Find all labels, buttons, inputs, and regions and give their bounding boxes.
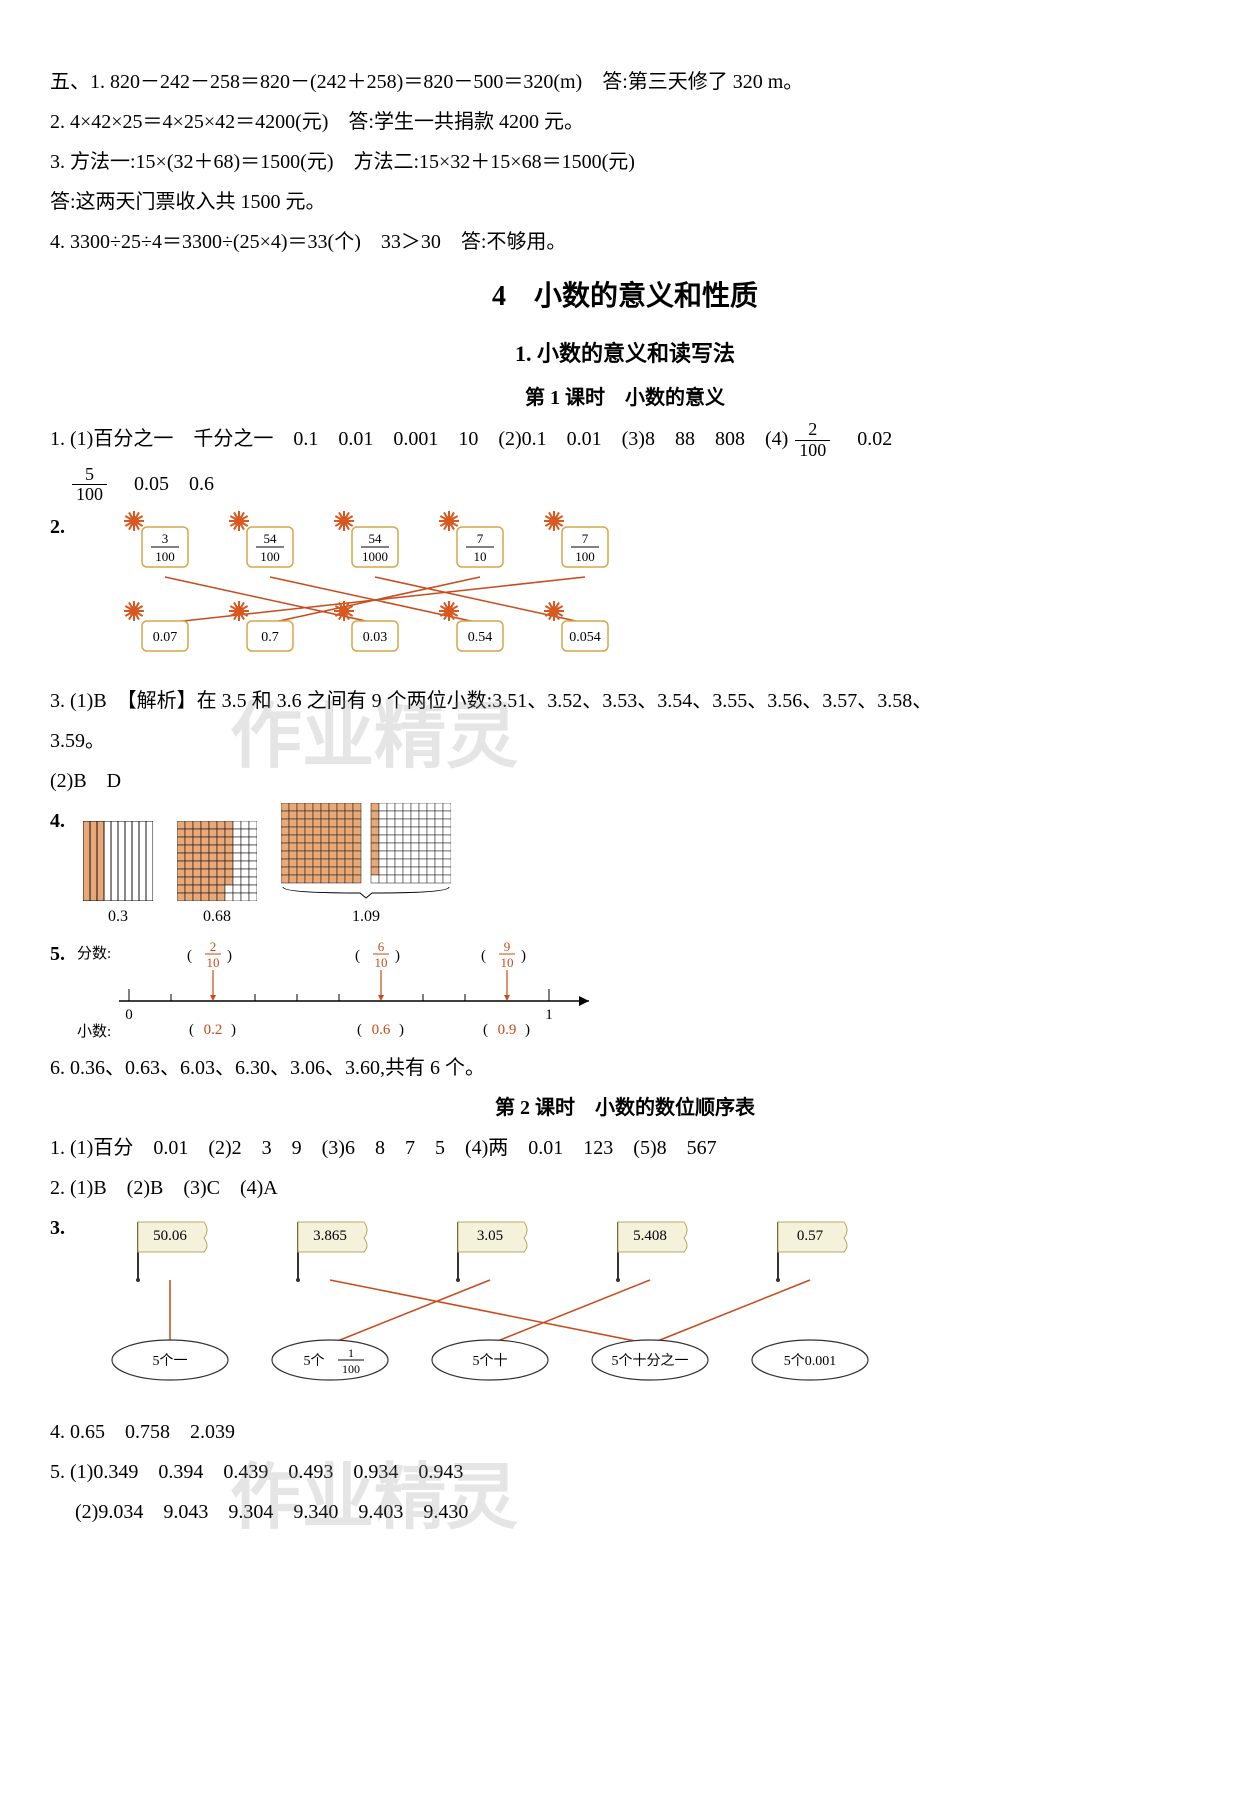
svg-text:0.54: 0.54 <box>468 630 493 645</box>
svg-text:5个: 5个 <box>304 1353 325 1369</box>
svg-text:): ) <box>395 948 400 964</box>
svg-text:1: 1 <box>348 1346 354 1360</box>
q2: 2. 3 100 54 100 54 1000 7 10 7 100 0.07 0.7 0.03 0.54… <box>50 509 1200 679</box>
svg-text:10: 10 <box>375 955 388 970</box>
svg-text:0.03: 0.03 <box>363 630 388 645</box>
heading-main: 4 小数的意义和性质 <box>50 272 1200 322</box>
sec5-line3: 3. 方法一:15×(32＋68)＝1500(元) 方法二:15×32＋15×6… <box>50 144 1200 180</box>
svg-text:(: ( <box>187 948 192 964</box>
l2q2: 2. (1)B (2)B (3)C (4)A <box>50 1170 1200 1206</box>
svg-text:5个十: 5个十 <box>473 1353 508 1369</box>
q1-line2: 5100 0.05 0.6 <box>50 465 1200 506</box>
svg-text:(: ( <box>481 948 486 964</box>
svg-text:10: 10 <box>474 549 487 564</box>
svg-text:): ) <box>227 948 232 964</box>
svg-text:0.6: 0.6 <box>372 1022 391 1038</box>
svg-text:): ) <box>231 1022 236 1038</box>
svg-text:(: ( <box>189 1022 194 1038</box>
sec5-line1: 五、1. 820－242－258＝820－(242＋258)＝820－500＝3… <box>50 64 1200 100</box>
svg-text:0.07: 0.07 <box>153 630 178 645</box>
svg-text:100: 100 <box>342 1362 360 1376</box>
svg-text:): ) <box>525 1022 530 1038</box>
svg-text:0.57: 0.57 <box>797 1228 824 1244</box>
heading-sub1: 1. 小数的意义和读写法 <box>50 334 1200 374</box>
q2-diagram: 3 100 54 100 54 1000 7 10 7 100 0.07 0.7 0.03 0.54 0.0… <box>70 509 690 679</box>
l2q3-label: 3. <box>50 1217 65 1239</box>
heading-lesson1: 第 1 课时 小数的意义 <box>50 380 1200 416</box>
svg-text:54: 54 <box>369 531 383 546</box>
l2q3-diagram: 50.06 3.865 3.05 5.408 0.57 5个一 5个 1 100 5个十 5个十分之… <box>70 1210 930 1410</box>
svg-text:3.865: 3.865 <box>313 1228 347 1244</box>
svg-text:10: 10 <box>501 955 514 970</box>
svg-text:): ) <box>399 1022 404 1038</box>
svg-text:5个0.001: 5个0.001 <box>784 1353 837 1369</box>
svg-text:9: 9 <box>504 939 511 954</box>
l2q5b: (2)9.034 9.043 9.304 9.340 9.403 9.430 <box>50 1494 1200 1530</box>
svg-text:3.05: 3.05 <box>477 1228 503 1244</box>
svg-text:分数:: 分数: <box>77 945 111 962</box>
svg-text:0.7: 0.7 <box>261 630 279 645</box>
q5-numberline: 分数:小数:01(210)(0.2)(610)(0.6)(910)(0.9) <box>69 936 629 1046</box>
q6: 6. 0.36、0.63、6.03、6.30、3.06、3.60,共有 6 个。 <box>50 1050 1200 1086</box>
q3-line2: 3.59。 <box>50 723 1200 759</box>
svg-text:100: 100 <box>155 549 175 564</box>
heading-lesson2: 第 2 课时 小数的数位顺序表 <box>50 1090 1200 1126</box>
svg-text:1000: 1000 <box>362 549 388 564</box>
q1-suffix: 0.05 0.6 <box>114 472 214 494</box>
q1-frac1: 2100 <box>795 420 830 461</box>
q3-line1: 3. (1)B 【解析】在 3.5 和 3.6 之间有 9 个两位小数:3.51… <box>50 683 1200 719</box>
svg-text:(: ( <box>355 948 360 964</box>
svg-text:5个十分之一: 5个十分之一 <box>612 1353 689 1369</box>
svg-text:100: 100 <box>260 549 280 564</box>
q4-grids: 0.30.681.09 <box>83 803 451 932</box>
sec5-line4: 答:这两天门票收入共 1500 元。 <box>50 184 1200 220</box>
q4: 4. 0.30.681.09 <box>50 803 1200 932</box>
svg-text:): ) <box>521 948 526 964</box>
svg-text:54: 54 <box>264 531 278 546</box>
svg-text:0: 0 <box>125 1007 133 1023</box>
q1-prefix: 1. (1)百分之一 千分之一 0.1 0.01 0.001 10 (2)0.1… <box>50 428 788 450</box>
l2q1: 1. (1)百分 0.01 (2)2 3 9 (3)6 8 7 5 (4)两 0… <box>50 1130 1200 1166</box>
svg-text:小数:: 小数: <box>77 1023 111 1040</box>
q5-label: 5. <box>50 936 65 972</box>
svg-text:10: 10 <box>207 955 220 970</box>
svg-text:0.2: 0.2 <box>204 1022 223 1038</box>
svg-text:100: 100 <box>575 549 595 564</box>
svg-text:0.9: 0.9 <box>498 1022 517 1038</box>
l2q3: 3. 50.06 3.865 3.05 5.408 0.57 5个一 5个 1 100 5个十 5个… <box>50 1210 1200 1410</box>
l2q5a: 5. (1)0.349 0.394 0.439 0.493 0.934 0.94… <box>50 1454 1200 1490</box>
svg-text:6: 6 <box>378 939 385 954</box>
svg-text:5个一: 5个一 <box>153 1353 188 1369</box>
svg-text:7: 7 <box>477 531 484 546</box>
svg-text:3: 3 <box>162 531 169 546</box>
q3-line3: (2)B D <box>50 763 1200 799</box>
svg-text:50.06: 50.06 <box>153 1228 187 1244</box>
svg-text:1: 1 <box>545 1007 553 1023</box>
svg-text:7: 7 <box>582 531 589 546</box>
q1-line: 1. (1)百分之一 千分之一 0.1 0.01 0.001 10 (2)0.1… <box>50 420 1200 461</box>
q1-mid: 0.02 <box>837 428 892 450</box>
l2q4: 4. 0.65 0.758 2.039 <box>50 1414 1200 1450</box>
svg-text:2: 2 <box>210 939 217 954</box>
svg-text:5.408: 5.408 <box>633 1228 667 1244</box>
q2-label: 2. <box>50 516 65 538</box>
q5: 5. 分数:小数:01(210)(0.2)(610)(0.6)(910)(0.9… <box>50 936 1200 1046</box>
svg-text:0.054: 0.054 <box>569 630 601 645</box>
q4-label: 4. <box>50 803 65 839</box>
q1-frac2: 5100 <box>72 465 107 506</box>
sec5-line2: 2. 4×42×25＝4×25×42＝4200(元) 答:学生一共捐款 4200… <box>50 104 1200 140</box>
svg-text:(: ( <box>357 1022 362 1038</box>
svg-text:(: ( <box>483 1022 488 1038</box>
sec5-line5: 4. 3300÷25÷4＝3300÷(25×4)＝33(个) 33＞30 答:不… <box>50 224 1200 260</box>
